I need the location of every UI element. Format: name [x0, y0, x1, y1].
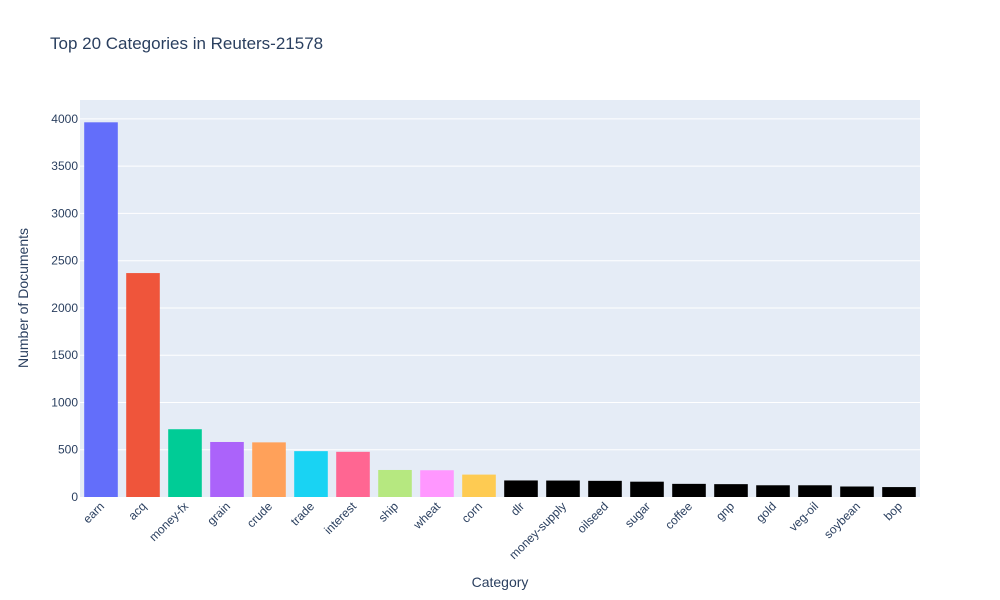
- x-tick-label: grain: [204, 499, 233, 528]
- bar-earn[interactable]: [84, 122, 118, 497]
- x-tick-label: gnp: [713, 499, 737, 523]
- x-tick-label: acq: [126, 499, 150, 523]
- bar-corn[interactable]: [462, 474, 496, 497]
- y-tick-label: 2000: [51, 301, 78, 315]
- bar-grain[interactable]: [210, 441, 244, 497]
- y-axis-ticks: 0 500 1000 1500 2000 2500 3000 3500 4000: [51, 112, 78, 504]
- y-tick-label: 1000: [51, 395, 78, 409]
- bar-sugar[interactable]: [630, 481, 664, 497]
- bar-trade[interactable]: [294, 451, 328, 497]
- bar-interest[interactable]: [336, 451, 370, 497]
- y-tick-label: 3500: [51, 159, 78, 173]
- x-tick-label: sugar: [622, 499, 653, 530]
- x-tick-label: veg-oil: [786, 499, 821, 534]
- x-tick-label: gold: [753, 499, 779, 525]
- y-tick-label: 2500: [51, 254, 78, 268]
- bar-crude[interactable]: [252, 442, 286, 497]
- x-tick-label: wheat: [410, 499, 444, 533]
- x-tick-label: oilseed: [574, 499, 611, 536]
- y-tick-label: 3000: [51, 206, 78, 220]
- x-tick-label: corn: [459, 499, 485, 525]
- x-tick-label: earn: [80, 499, 107, 526]
- y-tick-label: 1500: [51, 348, 78, 362]
- x-tick-label: trade: [288, 499, 317, 528]
- bar-veg-oil[interactable]: [798, 485, 832, 497]
- x-tick-label: dlr: [508, 499, 527, 518]
- x-tick-label: bop: [881, 499, 905, 523]
- y-tick-label: 4000: [51, 112, 78, 126]
- grid-lines: [80, 118, 920, 451]
- bar-ship[interactable]: [378, 469, 412, 497]
- bar-wheat[interactable]: [420, 470, 454, 497]
- y-axis-title: Number of Documents: [15, 228, 31, 368]
- plot-area: [80, 100, 920, 497]
- y-tick-label: 0: [71, 490, 78, 504]
- x-axis-title: Category: [472, 574, 529, 590]
- bar-money-supply[interactable]: [546, 480, 580, 497]
- bar-acq[interactable]: [126, 273, 160, 497]
- bar-bop[interactable]: [882, 487, 916, 497]
- bar-dlr[interactable]: [504, 480, 538, 497]
- bar-gold[interactable]: [756, 485, 790, 497]
- bar-coffee[interactable]: [672, 483, 706, 497]
- x-tick-label: money-fx: [146, 499, 191, 544]
- chart-title: Top 20 Categories in Reuters-21578: [50, 34, 324, 53]
- bar-gnp[interactable]: [714, 484, 748, 497]
- x-tick-label: interest: [321, 499, 359, 537]
- x-tick-label: ship: [376, 499, 402, 525]
- bar-oilseed[interactable]: [588, 480, 622, 497]
- y-tick-label: 500: [58, 443, 78, 457]
- x-tick-label: crude: [244, 499, 275, 530]
- x-tick-label: soybean: [821, 499, 863, 541]
- bar-money-fx[interactable]: [168, 429, 202, 497]
- bars: [84, 122, 916, 497]
- bar-soybean[interactable]: [840, 486, 874, 497]
- x-tick-label: coffee: [662, 499, 695, 532]
